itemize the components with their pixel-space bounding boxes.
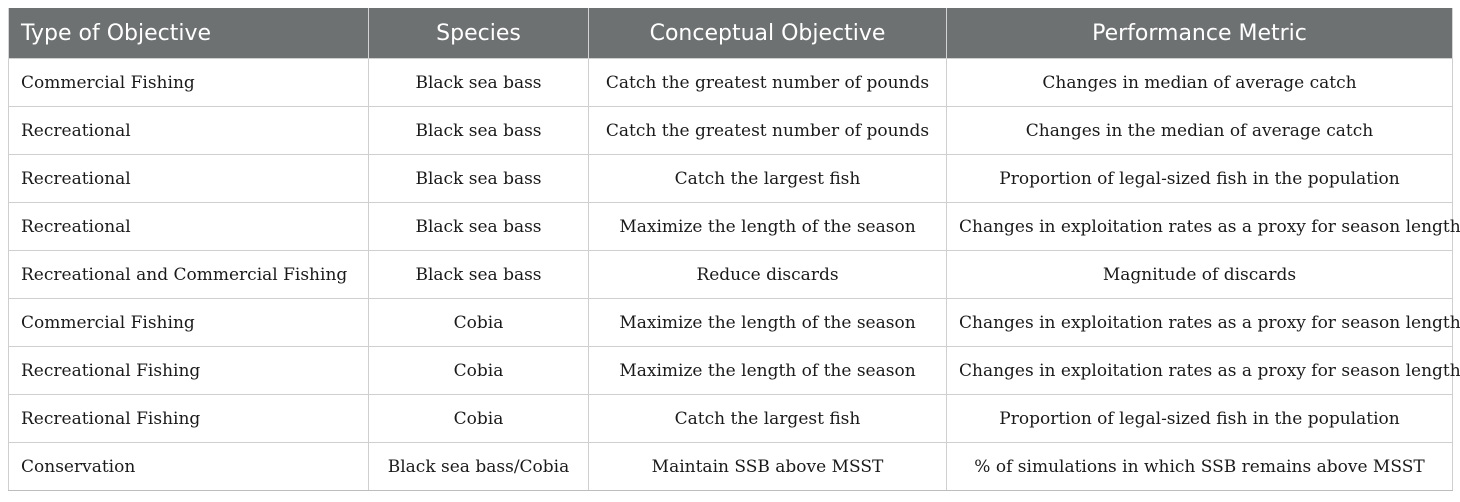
cell-species: Black sea bass (368, 58, 589, 107)
header-performance-metric: Performance Metric (946, 8, 1453, 59)
cell-conceptual-objective: Catch the largest fish (588, 394, 947, 443)
table-row: Recreational Black sea bass Catch the gr… (8, 106, 1453, 155)
cell-performance-metric: Magnitude of discards (946, 250, 1453, 299)
cell-species: Cobia (368, 298, 589, 347)
header-row: Type of Objective Species Conceptual Obj… (8, 8, 1453, 59)
table-row: Recreational and Commercial Fishing Blac… (8, 250, 1453, 299)
cell-species: Black sea bass (368, 250, 589, 299)
cell-type-of-objective: Recreational (8, 154, 369, 203)
cell-performance-metric: Changes in median of average catch (946, 58, 1453, 107)
table-row: Commercial Fishing Cobia Maximize the le… (8, 298, 1460, 347)
cell-type-of-objective: Recreational and Commercial Fishing (8, 250, 369, 299)
objectives-table-container: Type of Objective Species Conceptual Obj… (8, 8, 1460, 491)
cell-performance-metric: % of simulations in which SSB remains ab… (946, 442, 1453, 491)
cell-type-of-objective: Recreational (8, 202, 369, 251)
cell-species: Black sea bass (368, 202, 589, 251)
cell-species: Cobia (368, 346, 589, 395)
header-type-of-objective: Type of Objective (8, 8, 369, 59)
cell-type-of-objective: Recreational (8, 106, 369, 155)
cell-performance-metric: Changes in exploitation rates as a proxy… (946, 298, 1460, 347)
cell-species: Cobia (368, 394, 589, 443)
cell-type-of-objective: Recreational Fishing (8, 346, 369, 395)
cell-performance-metric: Changes in exploitation rates as a proxy… (946, 346, 1460, 395)
table-row: Commercial Fishing Black sea bass Catch … (8, 58, 1453, 107)
table-row: Recreational Black sea bass Maximize the… (8, 202, 1460, 251)
table-body: Commercial Fishing Black sea bass Catch … (8, 58, 1460, 491)
cell-species: Black sea bass (368, 106, 589, 155)
cell-performance-metric: Changes in exploitation rates as a proxy… (946, 202, 1460, 251)
cell-conceptual-objective: Maintain SSB above MSST (588, 442, 947, 491)
table-row: Recreational Fishing Cobia Maximize the … (8, 346, 1460, 395)
table-header: Type of Objective Species Conceptual Obj… (8, 8, 1453, 59)
table-row: Recreational Fishing Cobia Catch the lar… (8, 394, 1453, 443)
cell-conceptual-objective: Maximize the length of the season (588, 298, 947, 347)
header-species: Species (368, 8, 589, 59)
cell-conceptual-objective: Catch the largest fish (588, 154, 947, 203)
header-conceptual-objective: Conceptual Objective (588, 8, 947, 59)
cell-conceptual-objective: Catch the greatest number of pounds (588, 58, 947, 107)
cell-type-of-objective: Commercial Fishing (8, 58, 369, 107)
cell-type-of-objective: Recreational Fishing (8, 394, 369, 443)
cell-conceptual-objective: Catch the greatest number of pounds (588, 106, 947, 155)
cell-performance-metric: Changes in the median of average catch (946, 106, 1453, 155)
cell-species: Black sea bass (368, 154, 589, 203)
cell-conceptual-objective: Maximize the length of the season (588, 202, 947, 251)
cell-type-of-objective: Conservation (8, 442, 369, 491)
cell-type-of-objective: Commercial Fishing (8, 298, 369, 347)
table-row: Conservation Black sea bass/Cobia Mainta… (8, 442, 1453, 491)
cell-species: Black sea bass/Cobia (368, 442, 589, 491)
table-row: Recreational Black sea bass Catch the la… (8, 154, 1453, 203)
cell-conceptual-objective: Maximize the length of the season (588, 346, 947, 395)
objectives-table: Type of Objective Species Conceptual Obj… (8, 8, 1460, 491)
cell-performance-metric: Proportion of legal-sized fish in the po… (946, 394, 1453, 443)
cell-performance-metric: Proportion of legal-sized fish in the po… (946, 154, 1453, 203)
cell-conceptual-objective: Reduce discards (588, 250, 947, 299)
